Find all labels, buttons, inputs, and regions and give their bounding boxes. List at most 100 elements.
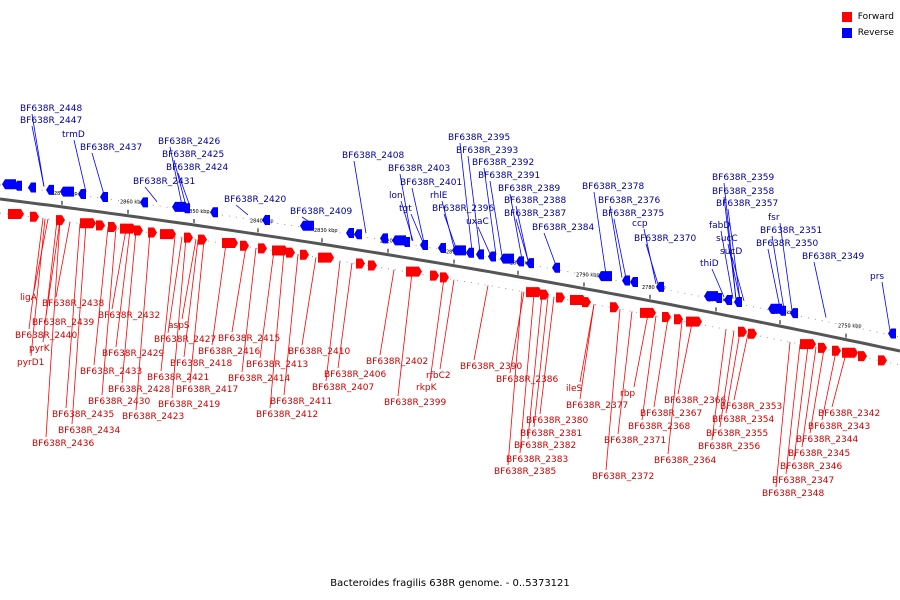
forward-gene-block	[674, 314, 683, 325]
forward-gene-label: BF638R_2413	[246, 360, 308, 370]
forward-gene-block	[356, 258, 365, 269]
reverse-gene-block	[488, 251, 496, 262]
legend-forward: Forward	[841, 9, 894, 25]
forward-gene-block	[300, 249, 309, 260]
legend-reverse: Reverse	[841, 25, 894, 41]
forward-gene-label: BF638R_2380	[526, 416, 588, 426]
forward-gene-leader	[775, 342, 791, 488]
forward-swatch	[841, 12, 852, 22]
forward-gene-block	[556, 292, 565, 303]
genome-caption: Bacteroides fragilis 638R genome. - 0..5…	[330, 578, 570, 589]
forward-gene-leader	[101, 228, 117, 396]
kbp-tick-label: 2840 kbp	[250, 218, 274, 224]
forward-gene-leader	[653, 318, 669, 408]
reverse-gene-block	[476, 249, 484, 260]
forward-gene-label: BF638R_2354	[712, 415, 774, 425]
reverse-gene-block	[28, 182, 36, 193]
reverse-gene-leader	[467, 155, 481, 253]
reverse-gene-label: BF638R_2359	[712, 173, 774, 183]
forward-gene-label: BF638R_2377	[566, 401, 628, 411]
reverse-gene-block	[438, 242, 446, 253]
reverse-gene-block	[500, 253, 514, 264]
forward-gene-block	[686, 316, 702, 327]
forward-gene-block	[858, 351, 867, 362]
forward-gene-label: rkpK	[416, 383, 438, 393]
reverse-gene-label: prs	[870, 272, 884, 282]
reverse-gene-leader	[711, 268, 725, 298]
forward-gene-leader	[579, 304, 595, 383]
forward-gene-block	[738, 326, 747, 337]
reverse-gene-block	[14, 180, 22, 191]
reverse-gene-label: lon	[389, 191, 403, 201]
forward-gene-label: ileS	[566, 384, 583, 394]
forward-gene-label: BF638R_2415	[218, 334, 280, 344]
forward-gene-label: BF638R_2343	[808, 422, 870, 432]
reverse-gene-label: BF638R_2384	[532, 223, 594, 233]
reverse-gene-block	[656, 281, 664, 292]
forward-gene-leader	[507, 291, 523, 466]
forward-gene-block	[582, 297, 591, 308]
forward-gene-block	[832, 345, 841, 356]
forward-gene-leader	[231, 246, 247, 333]
reverse-gene-leader	[173, 159, 187, 206]
forward-gene-leader	[160, 236, 176, 372]
forward-gene-leader	[45, 220, 61, 317]
reverse-gene-label: BF638R_2391	[478, 171, 540, 181]
forward-gene-leader	[527, 294, 543, 440]
forward-gene-block	[640, 307, 656, 318]
forward-gene-leader	[785, 344, 801, 475]
forward-gene-label: BF638R_2367	[640, 409, 702, 419]
forward-gene-label: BF638R_2412	[256, 410, 318, 420]
reverse-gene-block	[622, 275, 630, 286]
forward-gene-label: BF638R_2436	[32, 439, 94, 449]
forward-gene-block	[8, 208, 24, 219]
reverse-gene-leader	[399, 173, 413, 241]
forward-gene-leader	[641, 315, 657, 421]
reverse-gene-label: fabD	[709, 221, 730, 231]
forward-gene-label: BF638R_2399	[384, 398, 446, 408]
reverse-gene-block	[354, 229, 362, 240]
reverse-gene-label: BF638R_2393	[456, 146, 518, 156]
forward-gene-block	[540, 289, 549, 300]
forward-gene-block	[120, 223, 136, 234]
forward-gene-leader	[809, 349, 825, 434]
forward-gene-leader	[539, 297, 555, 415]
reverse-gene-leader	[411, 187, 425, 243]
reverse-gene-leader	[489, 180, 503, 256]
forward-gene-block	[526, 287, 542, 298]
reverse-gene-block	[734, 296, 742, 307]
forward-gene-leader	[55, 221, 71, 298]
forward-gene-label: BF638R_2407	[312, 383, 374, 393]
forward-gene-block	[240, 240, 249, 251]
reverse-gene-label: BF638R_2403	[388, 164, 450, 174]
reverse-gene-block	[60, 186, 74, 197]
reverse-gene-block	[2, 179, 16, 190]
reverse-gene-label: BF638R_2426	[158, 137, 220, 147]
forward-gene-leader	[439, 279, 455, 370]
reverse-gene-leader	[723, 196, 737, 300]
reverse-gene-leader	[459, 142, 473, 251]
kbp-tick-label: 2860 kbp	[120, 200, 144, 206]
reverse-gene-block	[598, 271, 612, 282]
reverse-gene-leader	[881, 281, 891, 331]
forward-gene-label: BF638R_2353	[720, 402, 782, 412]
reverse-gene-label: BF638R_2396	[432, 204, 494, 214]
reverse-gene-label: BF638R_2448	[20, 104, 82, 114]
forward-gene-leader	[533, 295, 549, 428]
forward-gene-label: BF638R_2428	[108, 385, 170, 395]
forward-gene-block	[134, 225, 143, 236]
reverse-gene-label: BF638R_2437	[80, 143, 142, 153]
reverse-gene-block	[526, 258, 534, 269]
forward-gene-leader	[711, 329, 727, 441]
forward-gene-block	[842, 347, 858, 358]
legend-reverse-label: Reverse	[857, 28, 894, 38]
reverse-gene-leader	[477, 226, 491, 254]
reverse-gene-leader	[515, 205, 529, 261]
forward-gene-label: BF638R_2414	[228, 374, 290, 384]
forward-gene-label: BF638R_2368	[628, 422, 690, 432]
reverse-gene-label: BF638R_2447	[20, 116, 82, 126]
forward-gene-label: BF638R_2433	[80, 367, 142, 377]
forward-gene-block	[818, 342, 827, 353]
reverse-gene-label: sucC	[716, 234, 738, 244]
reverse-gene-block	[790, 308, 798, 319]
